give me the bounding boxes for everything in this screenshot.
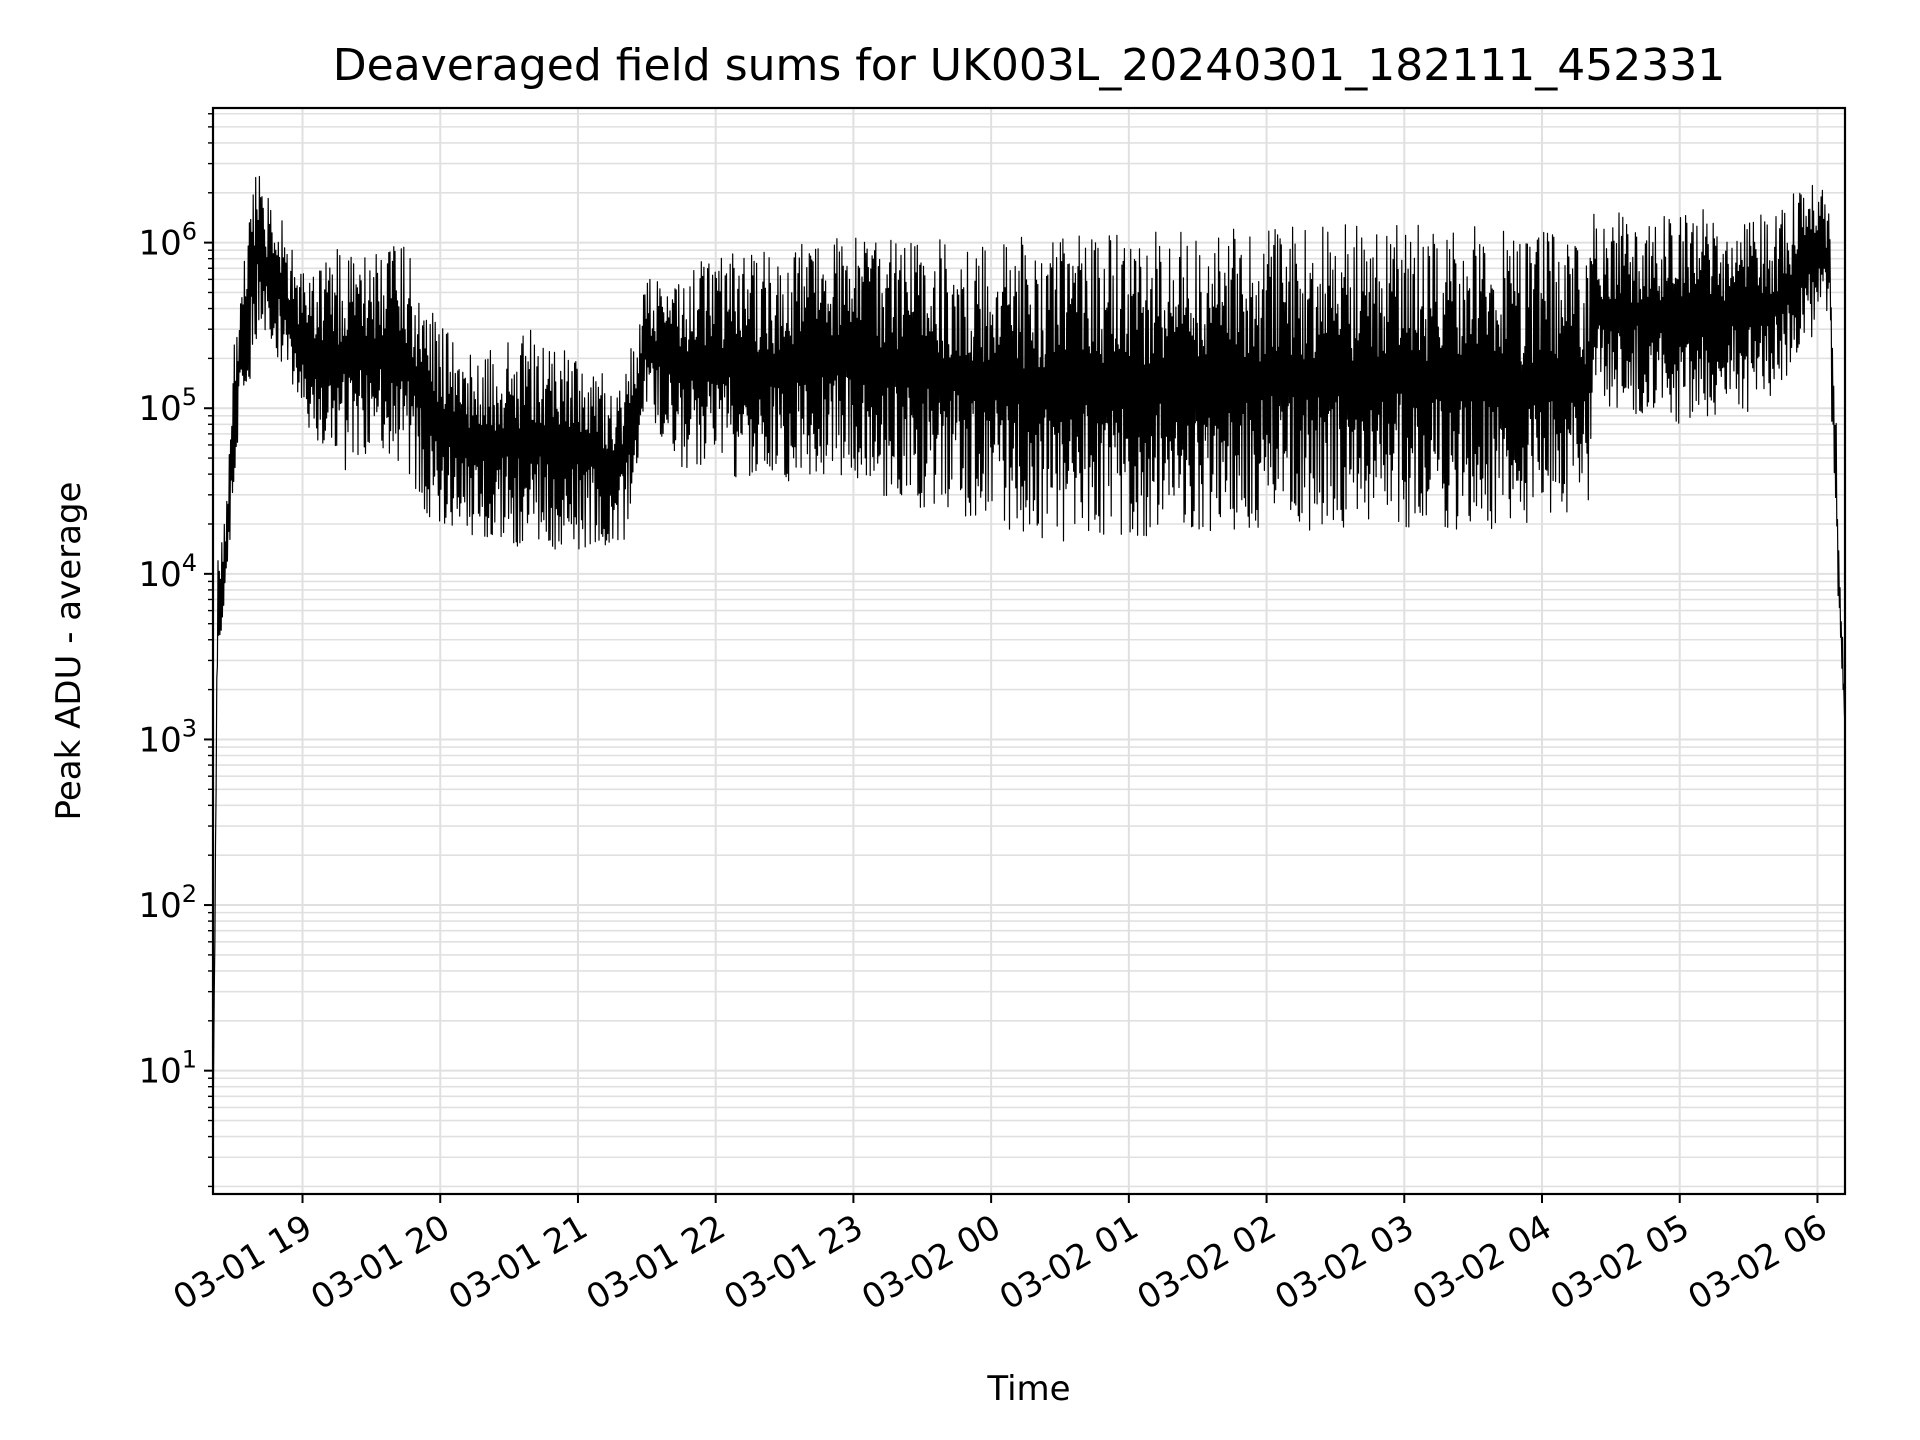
series-peak-adu bbox=[212, 175, 1846, 1137]
series-line bbox=[212, 175, 1846, 1137]
y-tick-label: 104 bbox=[138, 549, 197, 595]
plot-frame bbox=[211, 106, 1847, 1196]
y-tick-label: 102 bbox=[138, 880, 197, 926]
y-tick-label: 106 bbox=[138, 218, 197, 264]
y-axis: 101 102 103 104 105 106 bbox=[138, 113, 213, 1188]
chart-title: Deaveraged field sums for UK003L_2024030… bbox=[333, 40, 1725, 91]
x-axis-label: Time bbox=[986, 1369, 1070, 1409]
y-tick-label: 103 bbox=[138, 714, 197, 760]
y-axis-label: Peak ADU - average bbox=[49, 482, 89, 821]
y-tick-label: 105 bbox=[138, 383, 197, 429]
y-tick-label: 101 bbox=[138, 1046, 197, 1092]
